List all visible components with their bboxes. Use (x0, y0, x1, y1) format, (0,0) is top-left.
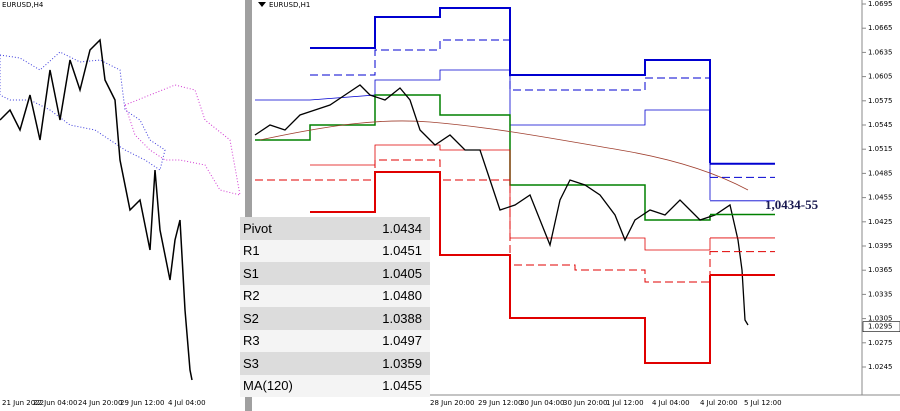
level-name: R3 (243, 333, 260, 349)
level-value: 1.0455 (382, 378, 422, 394)
price-tick-label: 1.0395 (868, 242, 893, 250)
level-value: 1.0405 (382, 265, 422, 281)
time-label: 29 Jun 12:00 (120, 399, 164, 407)
current-price-box (862, 321, 900, 332)
time-label: 1 Jul 12:00 (606, 399, 644, 407)
level-history (254, 7, 749, 364)
table-row: Pivot 1.0434 (240, 217, 430, 240)
price-tick-label: 1.0335 (868, 290, 893, 298)
table-row: S3 1.0359 (240, 352, 430, 375)
table-row: R1 1.0451 (240, 239, 430, 262)
table-row: R2 1.0480 (240, 284, 430, 307)
time-label: 4 Jul 20:00 (700, 399, 738, 407)
price-tick-label: 1.0605 (868, 73, 893, 81)
level-name: S3 (243, 355, 259, 371)
price-tick-label: 1.0275 (868, 339, 893, 347)
time-label: 4 Jul 04:00 (652, 399, 690, 407)
cloud-magenta (124, 84, 241, 196)
level-name: R2 (243, 288, 260, 304)
pivot-table: Pivot 1.0434 R1 1.0451 S1 1.0405 R2 1.0480 S2 1.0… (240, 217, 430, 397)
price-tick-label: 1.0365 (868, 266, 893, 274)
time-label: 5 Jul 12:00 (744, 399, 782, 407)
time-label: 4 Jul 04:00 (168, 399, 206, 407)
time-label: 30 Jun 04:00 (520, 399, 564, 407)
level-name: S1 (243, 265, 259, 281)
symbol-label: EURUSD,H4 (2, 1, 44, 9)
level-value: 1.0434 (382, 220, 422, 236)
level-value: 1.0497 (382, 333, 422, 349)
price-tick-label: 1.0425 (868, 218, 893, 226)
price-tick-label: 1.0305 (868, 315, 893, 323)
price-tick-label: 1.0515 (868, 145, 893, 153)
table-row: MA(120) 1.0455 (240, 374, 430, 397)
table-row: S1 1.0405 (240, 262, 430, 285)
table-row: S2 1.0388 (240, 307, 430, 330)
price-tick-label: 1.0635 (868, 48, 893, 56)
time-label: 24 Jun 20:00 (78, 399, 122, 407)
price-candles (0, 38, 193, 381)
level-value: 1.0359 (382, 355, 422, 371)
time-label: 22 Jun 04:00 (33, 399, 77, 407)
left-chart (0, 0, 245, 411)
divider (245, 0, 252, 411)
level-name: Pivot (243, 220, 272, 236)
cloud-blue (0, 51, 166, 171)
price-tick-label: 1.0545 (868, 121, 893, 129)
price-tick-label: 1.0665 (868, 24, 893, 32)
price-tick-label: 1.0485 (868, 169, 893, 177)
price-tick-label: 1.0455 (868, 194, 893, 202)
time-label: 28 Jun 20:00 (430, 399, 474, 407)
time-label: 30 Jun 20:00 (563, 399, 607, 407)
time-label: 21 Jun 2022 (2, 399, 44, 407)
level-name: R1 (243, 243, 260, 259)
annotation: 1,0434-55 (765, 197, 819, 212)
price-tick-label: 1.0245 (868, 363, 893, 371)
current-price-label: 1.0295 (868, 323, 893, 331)
price-tick-label: 1.0575 (868, 97, 893, 105)
symbol-arrow (258, 2, 266, 7)
table-row: R3 1.0497 (240, 329, 430, 352)
price-tick-label: 1.0695 (868, 0, 893, 8)
level-value: 1.0480 (382, 288, 422, 304)
level-value: 1.0451 (382, 243, 422, 259)
level-value: 1.0388 (382, 310, 422, 326)
time-label: 29 Jun 12:00 (478, 399, 522, 407)
level-name: MA(120) (243, 378, 293, 394)
symbol-label: EURUSD,H1 (269, 1, 310, 9)
level-name: S2 (243, 310, 259, 326)
